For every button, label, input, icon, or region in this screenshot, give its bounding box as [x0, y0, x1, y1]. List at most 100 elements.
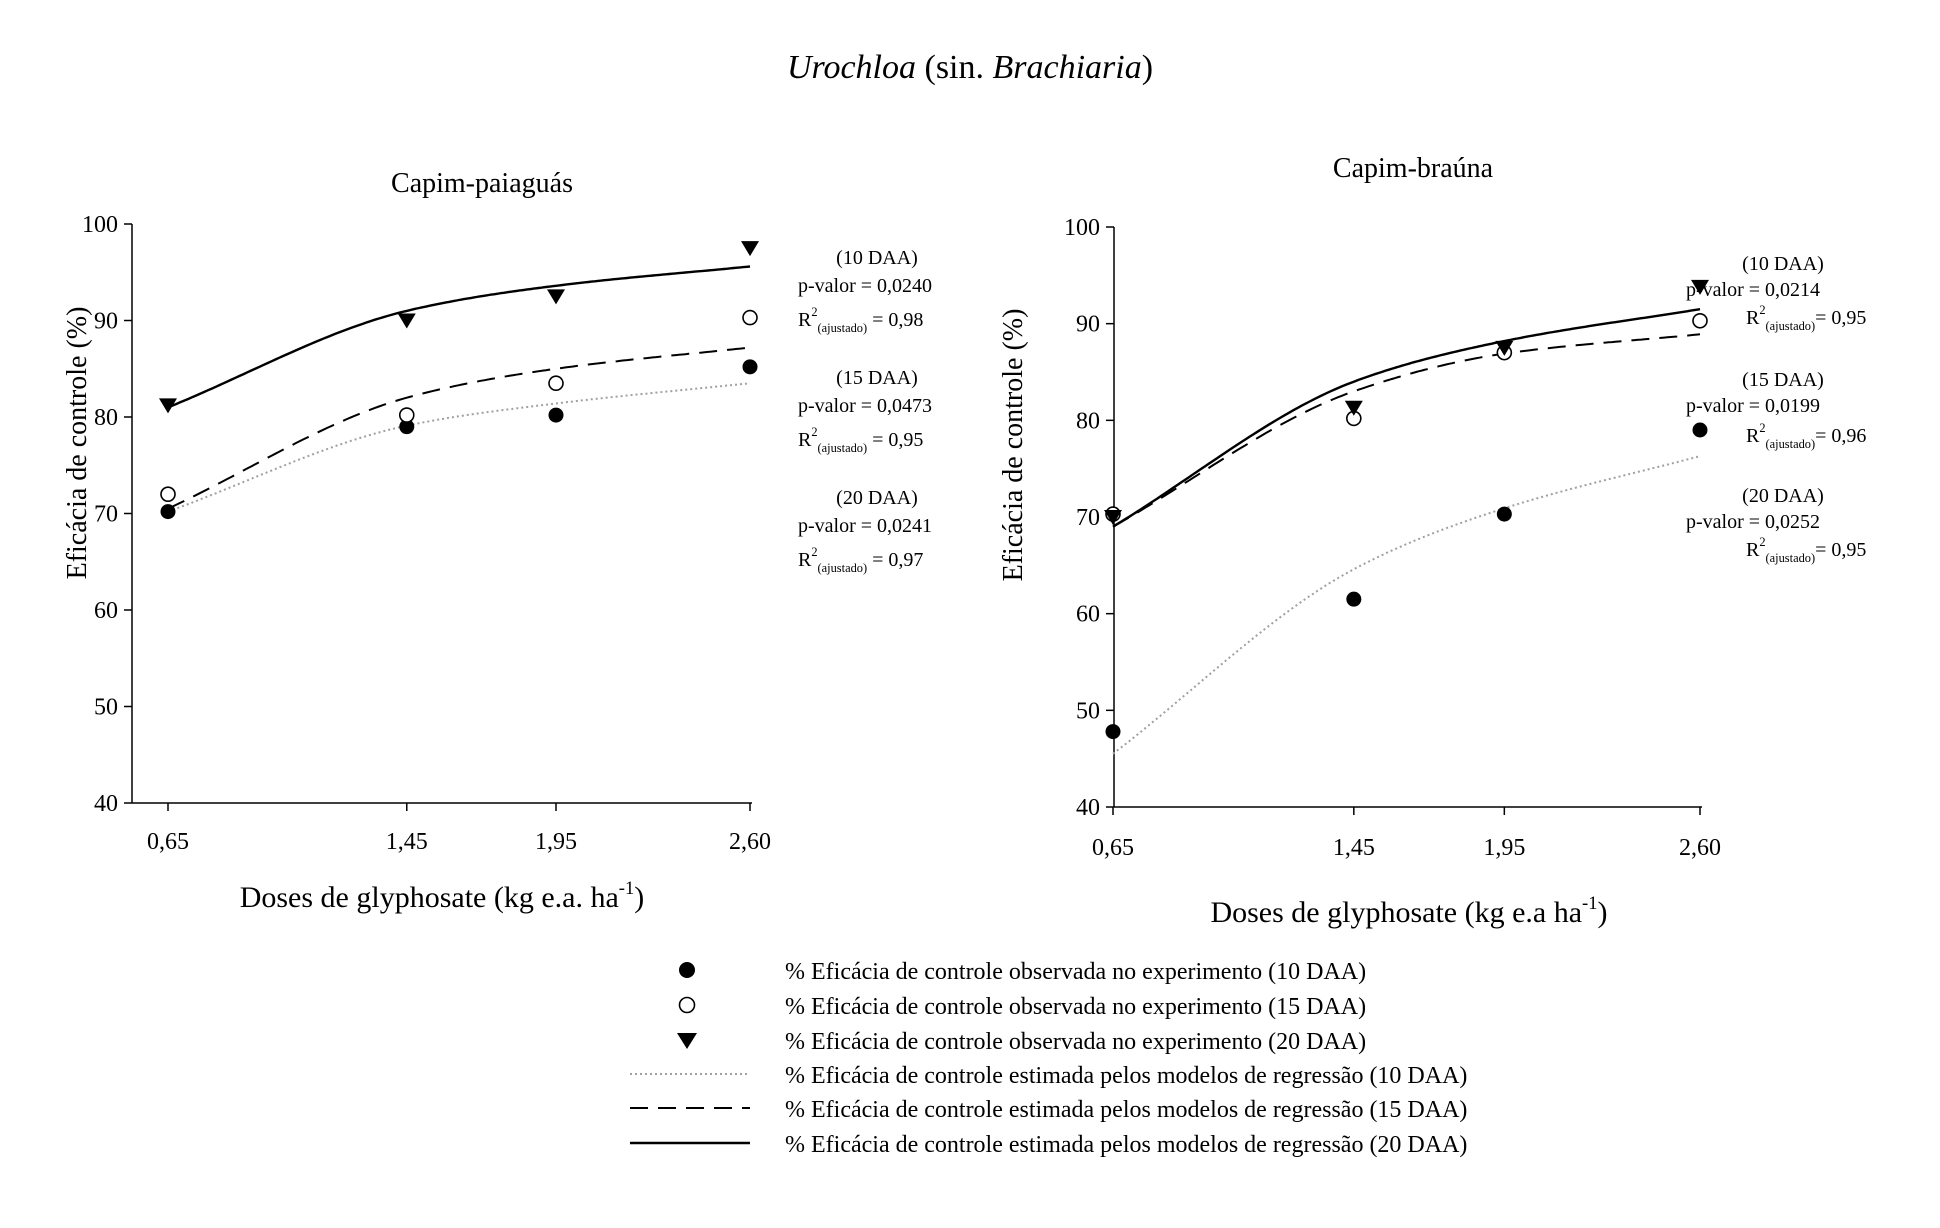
- x-tick-label: 1,45: [386, 829, 428, 855]
- annotation-pvalue: p-valor = 0,0252: [1686, 511, 1820, 533]
- legend-item-fit-15-daa: % Eficácia de controle estimada pelos mo…: [630, 1097, 1467, 1123]
- y-axis-label: Eficácia de controle (%): [998, 309, 1029, 582]
- annotation-pvalue: p-valor = 0,0214: [1686, 279, 1820, 301]
- data-point-15-daa: [548, 375, 564, 392]
- legend-item-fit-10-daa: % Eficácia de controle estimada pelos mo…: [630, 1063, 1467, 1089]
- data-point-20-daa: [547, 289, 565, 305]
- x-tick-label: 0,65: [147, 829, 189, 855]
- y-tick-label: 60: [94, 598, 118, 624]
- stats-annotation-10-daa: (10 DAA) p-valor = 0,0240 R2(ajustado) =…: [798, 247, 932, 335]
- chart-panel-brauna: Capim-braúna Eficácia de controle (%) Do…: [998, 153, 1866, 929]
- stats-annotation-10-daa: (10 DAA) p-valor = 0,0214 R2(ajustado)= …: [1686, 253, 1866, 333]
- data-point-10-daa: [160, 504, 176, 520]
- annotation-header: (15 DAA): [836, 367, 918, 389]
- legend-filled-circle-marker: [679, 962, 695, 978]
- y-tick-label: 60: [1076, 602, 1100, 628]
- annotation-r2: R2(ajustado)= 0,96: [1746, 421, 1866, 451]
- stats-annotation-15-daa: (15 DAA) p-valor = 0,0473 R2(ajustado) =…: [798, 367, 932, 455]
- regression-curve-10-daa: [1112, 455, 1701, 755]
- data-point-10-daa: [399, 419, 415, 435]
- y-tick-label: 90: [1076, 312, 1100, 338]
- data-point-10-daa: [548, 407, 564, 423]
- y-tick-label: 50: [94, 695, 118, 721]
- legend-item-fit-20-daa: % Eficácia de controle estimada pelos mo…: [630, 1132, 1467, 1158]
- data-point-10-daa: [1692, 422, 1708, 438]
- figure-title-close: ): [1142, 49, 1153, 86]
- data-point-10-daa: [1105, 724, 1121, 740]
- data-point-15-daa: [160, 486, 176, 503]
- y-tick-label: 70: [1076, 505, 1100, 531]
- annotation-pvalue: p-valor = 0,0473: [798, 395, 932, 417]
- figure-title-genus: Urochloa: [787, 49, 916, 86]
- legend-item-observed-20-daa: % Eficácia de controle observada no expe…: [677, 1029, 1366, 1055]
- chart-panel-paiaguas: Capim-paiaguás Eficácia de controle (%) …: [62, 168, 932, 914]
- annotation-header: (20 DAA): [836, 487, 918, 509]
- y-tick-label: 80: [94, 405, 118, 431]
- data-point-20-daa: [741, 241, 759, 257]
- annotation-r2: R2(ajustado) = 0,95: [798, 425, 923, 455]
- annotation-header: (10 DAA): [1742, 253, 1824, 275]
- chart-title: Capim-paiaguás: [391, 168, 573, 199]
- annotation-r2: R2(ajustado) = 0,98: [798, 305, 923, 335]
- legend: % Eficácia de controle observada no expe…: [630, 959, 1467, 1158]
- annotation-pvalue: p-valor = 0,0241: [798, 515, 932, 537]
- data-point-20-daa: [1691, 279, 1709, 295]
- annotation-header: (15 DAA): [1742, 369, 1824, 391]
- x-axis-label: Doses de glyphosate (kg e.a. ha-1): [240, 878, 645, 914]
- figure-title: Urochloa (sin. Brachiaria): [787, 49, 1153, 86]
- annotation-r2: R2(ajustado) = 0,97: [798, 545, 923, 575]
- data-point-15-daa: [1692, 312, 1708, 329]
- y-tick-label: 40: [1076, 795, 1100, 821]
- legend-label: % Eficácia de controle observada no expe…: [785, 959, 1366, 985]
- regression-curve-20-daa: [1112, 308, 1701, 528]
- figure-title-plain: (sin.: [916, 49, 993, 86]
- annotation-header: (20 DAA): [1742, 485, 1824, 507]
- y-tick-label: 100: [82, 212, 118, 238]
- regression-curve-20-daa: [167, 265, 751, 409]
- annotation-r2: R2(ajustado)= 0,95: [1746, 303, 1866, 333]
- figure-title-synonym: Brachiaria: [993, 49, 1142, 86]
- y-tick-label: 50: [1076, 698, 1100, 724]
- regression-curve-15-daa: [1112, 333, 1701, 528]
- stats-annotation-20-daa: (20 DAA) p-valor = 0,0252 R2(ajustado)= …: [1686, 485, 1866, 565]
- legend-label: % Eficácia de controle estimada pelos mo…: [785, 1097, 1467, 1123]
- data-point-15-daa: [742, 309, 758, 326]
- x-tick-label: 2,60: [1679, 835, 1721, 861]
- data-point-15-daa: [398, 407, 415, 423]
- x-tick-label: 1,45: [1333, 835, 1375, 861]
- x-tick-label: 2,60: [729, 829, 771, 855]
- legend-label: % Eficácia de controle estimada pelos mo…: [785, 1063, 1467, 1089]
- legend-item-observed-10-daa: % Eficácia de controle observada no expe…: [679, 959, 1366, 985]
- annotation-pvalue: p-valor = 0,0199: [1686, 395, 1820, 417]
- annotation-header: (10 DAA): [836, 247, 918, 269]
- stats-annotation-20-daa: (20 DAA) p-valor = 0,0241 R2(ajustado) =…: [798, 487, 932, 575]
- legend-item-observed-15-daa: % Eficácia de controle observada no expe…: [678, 994, 1366, 1020]
- x-tick-label: 1,95: [1483, 835, 1525, 861]
- data-point-10-daa: [742, 359, 758, 375]
- legend-label: % Eficácia de controle observada no expe…: [785, 1029, 1366, 1055]
- legend-label: % Eficácia de controle estimada pelos mo…: [785, 1132, 1467, 1158]
- legend-filled-triangle-marker: [677, 1033, 697, 1049]
- y-tick-label: 80: [1076, 408, 1100, 434]
- y-tick-label: 70: [94, 502, 118, 528]
- legend-open-circle-marker: [678, 996, 696, 1014]
- data-point-20-daa: [159, 398, 177, 414]
- x-tick-label: 0,65: [1092, 835, 1134, 861]
- data-point-10-daa: [1346, 591, 1362, 607]
- data-point-20-daa: [397, 313, 416, 329]
- x-tick-label: 1,95: [535, 829, 577, 855]
- stats-annotation-15-daa: (15 DAA) p-valor = 0,0199 R2(ajustado)= …: [1686, 369, 1866, 451]
- y-tick-label: 100: [1064, 215, 1100, 241]
- y-tick-label: 40: [94, 791, 118, 817]
- x-axis-label: Doses de glyphosate (kg e.a ha-1): [1210, 893, 1607, 929]
- chart-title: Capim-braúna: [1333, 153, 1494, 184]
- y-axis-label: Eficácia de controle (%): [62, 307, 93, 580]
- data-point-20-daa: [1344, 400, 1363, 416]
- legend-label: % Eficácia de controle observada no expe…: [785, 994, 1366, 1020]
- annotation-pvalue: p-valor = 0,0240: [798, 275, 932, 297]
- data-point-10-daa: [1496, 506, 1512, 522]
- y-tick-label: 90: [94, 309, 118, 335]
- annotation-r2: R2(ajustado)= 0,95: [1746, 535, 1866, 565]
- regression-curve-15-daa: [167, 346, 751, 510]
